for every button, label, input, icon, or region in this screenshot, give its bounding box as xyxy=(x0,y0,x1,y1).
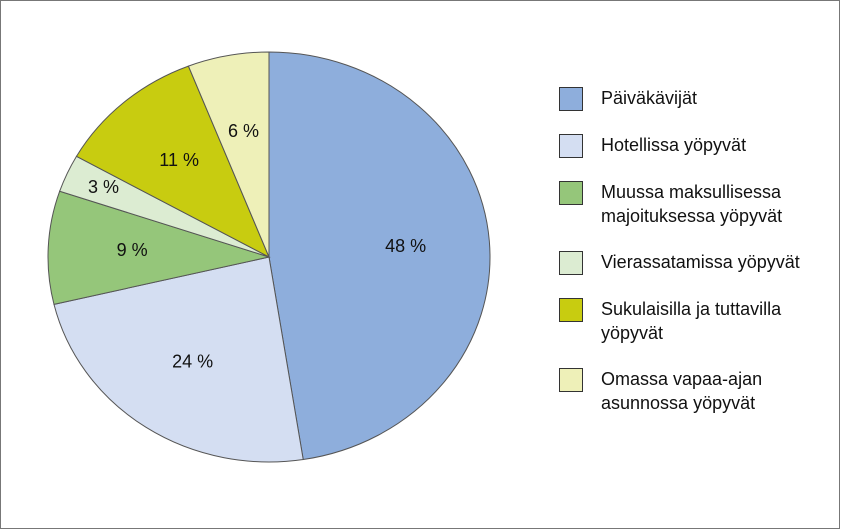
data-label: 3 % xyxy=(88,177,119,197)
legend-item: Vierassatamissa yöpyvät xyxy=(559,250,829,275)
legend-swatch xyxy=(559,181,583,205)
legend-item: Sukulaisilla ja tuttavilla yöpyvät xyxy=(559,297,829,345)
legend-swatch xyxy=(559,368,583,392)
legend-swatch xyxy=(559,298,583,322)
legend: Päiväkävijät Hotellissa yöpyvät Muussa mak… xyxy=(559,86,829,437)
legend-label: Vierassatamissa yöpyvät xyxy=(601,252,800,272)
data-label: 48 % xyxy=(385,236,426,256)
legend-label: Sukulaisilla ja tuttavilla yöpyvät xyxy=(601,299,782,343)
data-label: 6 % xyxy=(228,121,259,141)
pie-slice xyxy=(53,256,304,463)
pie-slice xyxy=(47,190,271,305)
data-label: 11 % xyxy=(159,150,199,170)
legend-item: Hotellissa yöpyvät xyxy=(559,133,829,158)
legend-swatch xyxy=(559,251,583,275)
pie-slice xyxy=(187,51,270,258)
pie-slice xyxy=(268,51,491,461)
legend-label: Muussa maksullisessa majoituksessa yöpyv… xyxy=(601,182,783,226)
legend-label: Päiväkävijät xyxy=(601,88,698,108)
legend-label: Omassa vapaa-ajan asunnossa yöpyvät xyxy=(601,369,763,413)
data-label: 9 % xyxy=(117,240,148,260)
pie-slice xyxy=(75,65,271,259)
legend-item: Omassa vapaa-ajan asunnossa yöpyvät xyxy=(559,367,829,415)
legend-swatch xyxy=(559,134,583,158)
legend-item: Muussa maksullisessa majoituksessa yöpyv… xyxy=(559,180,829,228)
legend-label: Hotellissa yöpyvät xyxy=(601,135,747,155)
data-label: 24 % xyxy=(172,351,213,371)
legend-item: Päiväkävijät xyxy=(559,86,829,111)
legend-swatch xyxy=(559,87,583,111)
